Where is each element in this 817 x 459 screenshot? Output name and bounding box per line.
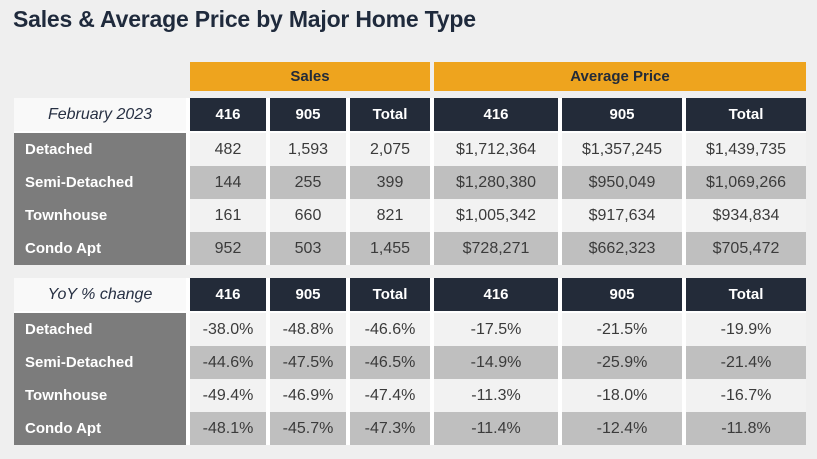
average-price-group-header: Average Price — [434, 62, 806, 91]
table-cell: -45.7% — [270, 412, 346, 445]
page-title: Sales & Average Price by Major Home Type — [13, 6, 476, 32]
col-header-sales-416: 416 — [190, 98, 266, 131]
table-cell: -19.9% — [686, 313, 806, 346]
table-cell: 821 — [350, 199, 430, 232]
section-february-2023: February 2023 416 905 Total 416 905 Tota… — [14, 98, 806, 265]
table-cell: -47.5% — [270, 346, 346, 379]
table-cell: 2,075 — [350, 133, 430, 166]
table-cell: 482 — [190, 133, 266, 166]
yoy-col-header-price-905: 905 — [562, 278, 682, 311]
yoy-row-label-condo-apt: Condo Apt — [14, 412, 186, 445]
table-cell: 255 — [270, 166, 346, 199]
row-label-semi-detached: Semi-Detached — [14, 166, 186, 199]
row-label-townhouse: Townhouse — [14, 199, 186, 232]
table-cell: $1,280,380 — [434, 166, 558, 199]
period-label: February 2023 — [14, 98, 186, 131]
col-header-price-total: Total — [686, 98, 806, 131]
yoy-col-header-sales-416: 416 — [190, 278, 266, 311]
table-cell: -47.4% — [350, 379, 430, 412]
table-cell: -14.9% — [434, 346, 558, 379]
table-cell: 161 — [190, 199, 266, 232]
col-header-price-416: 416 — [434, 98, 558, 131]
table-cell: -11.4% — [434, 412, 558, 445]
period-header-row: February 2023 416 905 Total 416 905 Tota… — [14, 98, 806, 131]
table-cell: -11.8% — [686, 412, 806, 445]
table-cell: -18.0% — [562, 379, 682, 412]
yoy-data-rows: Detached -38.0% -48.8% -46.6% -17.5% -21… — [14, 313, 806, 445]
table-cell: $662,323 — [562, 232, 682, 265]
table-cell: -11.3% — [434, 379, 558, 412]
table-cell: $1,005,342 — [434, 199, 558, 232]
table-cell: 399 — [350, 166, 430, 199]
table-cell: $917,634 — [562, 199, 682, 232]
table-cell: -46.6% — [350, 313, 430, 346]
col-header-sales-905: 905 — [270, 98, 346, 131]
table-cell: 503 — [270, 232, 346, 265]
table-cell: -21.5% — [562, 313, 682, 346]
table-cell: -25.9% — [562, 346, 682, 379]
row-label-condo-apt: Condo Apt — [14, 232, 186, 265]
yoy-col-header-price-416: 416 — [434, 278, 558, 311]
yoy-row-label-detached: Detached — [14, 313, 186, 346]
table-cell: 952 — [190, 232, 266, 265]
table-cell: -17.5% — [434, 313, 558, 346]
col-header-price-905: 905 — [562, 98, 682, 131]
table-cell: -47.3% — [350, 412, 430, 445]
section-yoy-change: YoY % change 416 905 Total 416 905 Total… — [14, 278, 806, 445]
table-cell: $728,271 — [434, 232, 558, 265]
yoy-col-header-sales-total: Total — [350, 278, 430, 311]
sales-price-table: Sales Average Price February 2023 416 90… — [14, 62, 806, 445]
table-cell: $1,712,364 — [434, 133, 558, 166]
yoy-row-label-semi-detached: Semi-Detached — [14, 346, 186, 379]
table-cell: 1,455 — [350, 232, 430, 265]
row-label-detached: Detached — [14, 133, 186, 166]
table-cell: -12.4% — [562, 412, 682, 445]
table-cell: $934,834 — [686, 199, 806, 232]
table-cell: -46.5% — [350, 346, 430, 379]
group-header-spacer — [14, 62, 186, 91]
table-cell: -49.4% — [190, 379, 266, 412]
yoy-row-label-townhouse: Townhouse — [14, 379, 186, 412]
table-cell: 1,593 — [270, 133, 346, 166]
table-cell: -48.8% — [270, 313, 346, 346]
sales-group-header: Sales — [190, 62, 430, 91]
yoy-col-header-price-total: Total — [686, 278, 806, 311]
table-cell: -44.6% — [190, 346, 266, 379]
table-cell: 660 — [270, 199, 346, 232]
data-rows: Detached 482 1,593 2,075 $1,712,364 $1,3… — [14, 133, 806, 265]
table-cell: $705,472 — [686, 232, 806, 265]
table-cell: 144 — [190, 166, 266, 199]
yoy-label: YoY % change — [14, 278, 186, 311]
col-header-sales-total: Total — [350, 98, 430, 131]
table-cell: -48.1% — [190, 412, 266, 445]
table-cell: -46.9% — [270, 379, 346, 412]
table-cell: -16.7% — [686, 379, 806, 412]
yoy-header-row: YoY % change 416 905 Total 416 905 Total — [14, 278, 806, 311]
table-cell: $1,069,266 — [686, 166, 806, 199]
table-cell: -21.4% — [686, 346, 806, 379]
group-header-row: Sales Average Price — [14, 62, 806, 91]
table-cell: $950,049 — [562, 166, 682, 199]
yoy-col-header-sales-905: 905 — [270, 278, 346, 311]
table-cell: $1,439,735 — [686, 133, 806, 166]
table-cell: $1,357,245 — [562, 133, 682, 166]
table-cell: -38.0% — [190, 313, 266, 346]
